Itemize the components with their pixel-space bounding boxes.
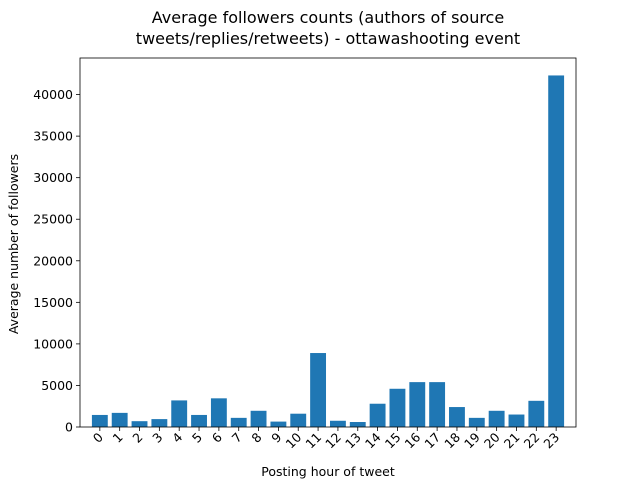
x-tick-label: 0	[90, 429, 106, 445]
y-axis-label: Average number of followers	[6, 154, 21, 334]
bar-hour-1	[111, 412, 128, 427]
bar-hour-15	[389, 388, 406, 427]
y-tick-label: 5000	[41, 378, 73, 393]
bar-hour-0	[91, 414, 108, 427]
x-tick-label: 1	[110, 430, 126, 446]
x-tick-label: 17	[421, 430, 443, 452]
x-tick-label: 5	[189, 430, 205, 446]
bar-hour-19	[468, 417, 485, 427]
y-tick-label: 20000	[33, 253, 73, 268]
bar-hour-14	[369, 403, 386, 427]
bars-group	[91, 75, 565, 428]
y-tick-label: 25000	[33, 212, 73, 227]
y-tick-label: 40000	[33, 87, 73, 102]
bar-hour-17	[429, 382, 446, 427]
x-tick-label: 19	[461, 429, 483, 451]
x-tick-label: 12	[322, 430, 344, 452]
x-tick-label: 18	[441, 429, 463, 451]
bar-hour-5	[191, 414, 207, 427]
x-tick-label: 14	[362, 429, 384, 451]
y-tick-label: 15000	[33, 295, 73, 310]
bar-hour-9	[270, 421, 287, 427]
x-tick-label: 16	[402, 429, 424, 451]
chart-title-line-1: Average followers counts (authors of sou…	[152, 8, 504, 27]
y-tick-label: 0	[65, 420, 73, 435]
x-tick-label: 7	[229, 430, 245, 446]
y-tick-label: 35000	[33, 129, 73, 144]
plot-frame	[79, 57, 577, 428]
bar-hour-13	[349, 422, 366, 427]
y-tick-label: 30000	[33, 170, 73, 185]
y-axis-ticks: 0 5000 10000 15000 20000 25000 30000 35000 40000	[33, 87, 80, 435]
x-tick-label: 4	[169, 429, 185, 445]
bar-hour-18	[449, 407, 465, 427]
bar-hour-4	[171, 400, 188, 427]
bar-hour-7	[230, 417, 247, 427]
x-tick-label: 13	[342, 430, 364, 452]
x-tick-label: 9	[268, 429, 284, 445]
bar-hour-21	[508, 414, 525, 427]
bar-hour-2	[131, 421, 148, 427]
x-axis-label: Posting hour of tweet	[261, 464, 395, 479]
x-tick-label: 20	[481, 429, 503, 451]
y-tick-label: 10000	[33, 336, 73, 351]
bar-hour-6	[210, 398, 227, 427]
bar-hour-20	[488, 410, 505, 427]
bar-hour-16	[409, 382, 426, 427]
x-tick-label: 23	[540, 430, 562, 452]
x-tick-label: 3	[149, 430, 165, 446]
x-tick-label: 21	[501, 430, 523, 452]
bar-hour-22	[528, 400, 545, 427]
bar-hour-12	[329, 420, 346, 427]
x-tick-label: 11	[302, 430, 324, 452]
bar-hour-11	[310, 353, 327, 427]
x-tick-label: 10	[283, 429, 305, 451]
bar-hour-8	[250, 410, 267, 427]
bar-hour-10	[290, 413, 307, 427]
x-tick-label: 15	[382, 430, 404, 452]
bar-hour-3	[151, 419, 168, 427]
x-tick-label: 2	[129, 430, 145, 446]
x-tick-label: 22	[521, 430, 543, 452]
bar-hour-23	[548, 75, 565, 428]
chart-title-line-2: tweets/replies/retweets) - ottawashootin…	[136, 29, 520, 48]
x-tick-label: 6	[209, 429, 225, 445]
x-tick-label: 8	[248, 429, 264, 445]
